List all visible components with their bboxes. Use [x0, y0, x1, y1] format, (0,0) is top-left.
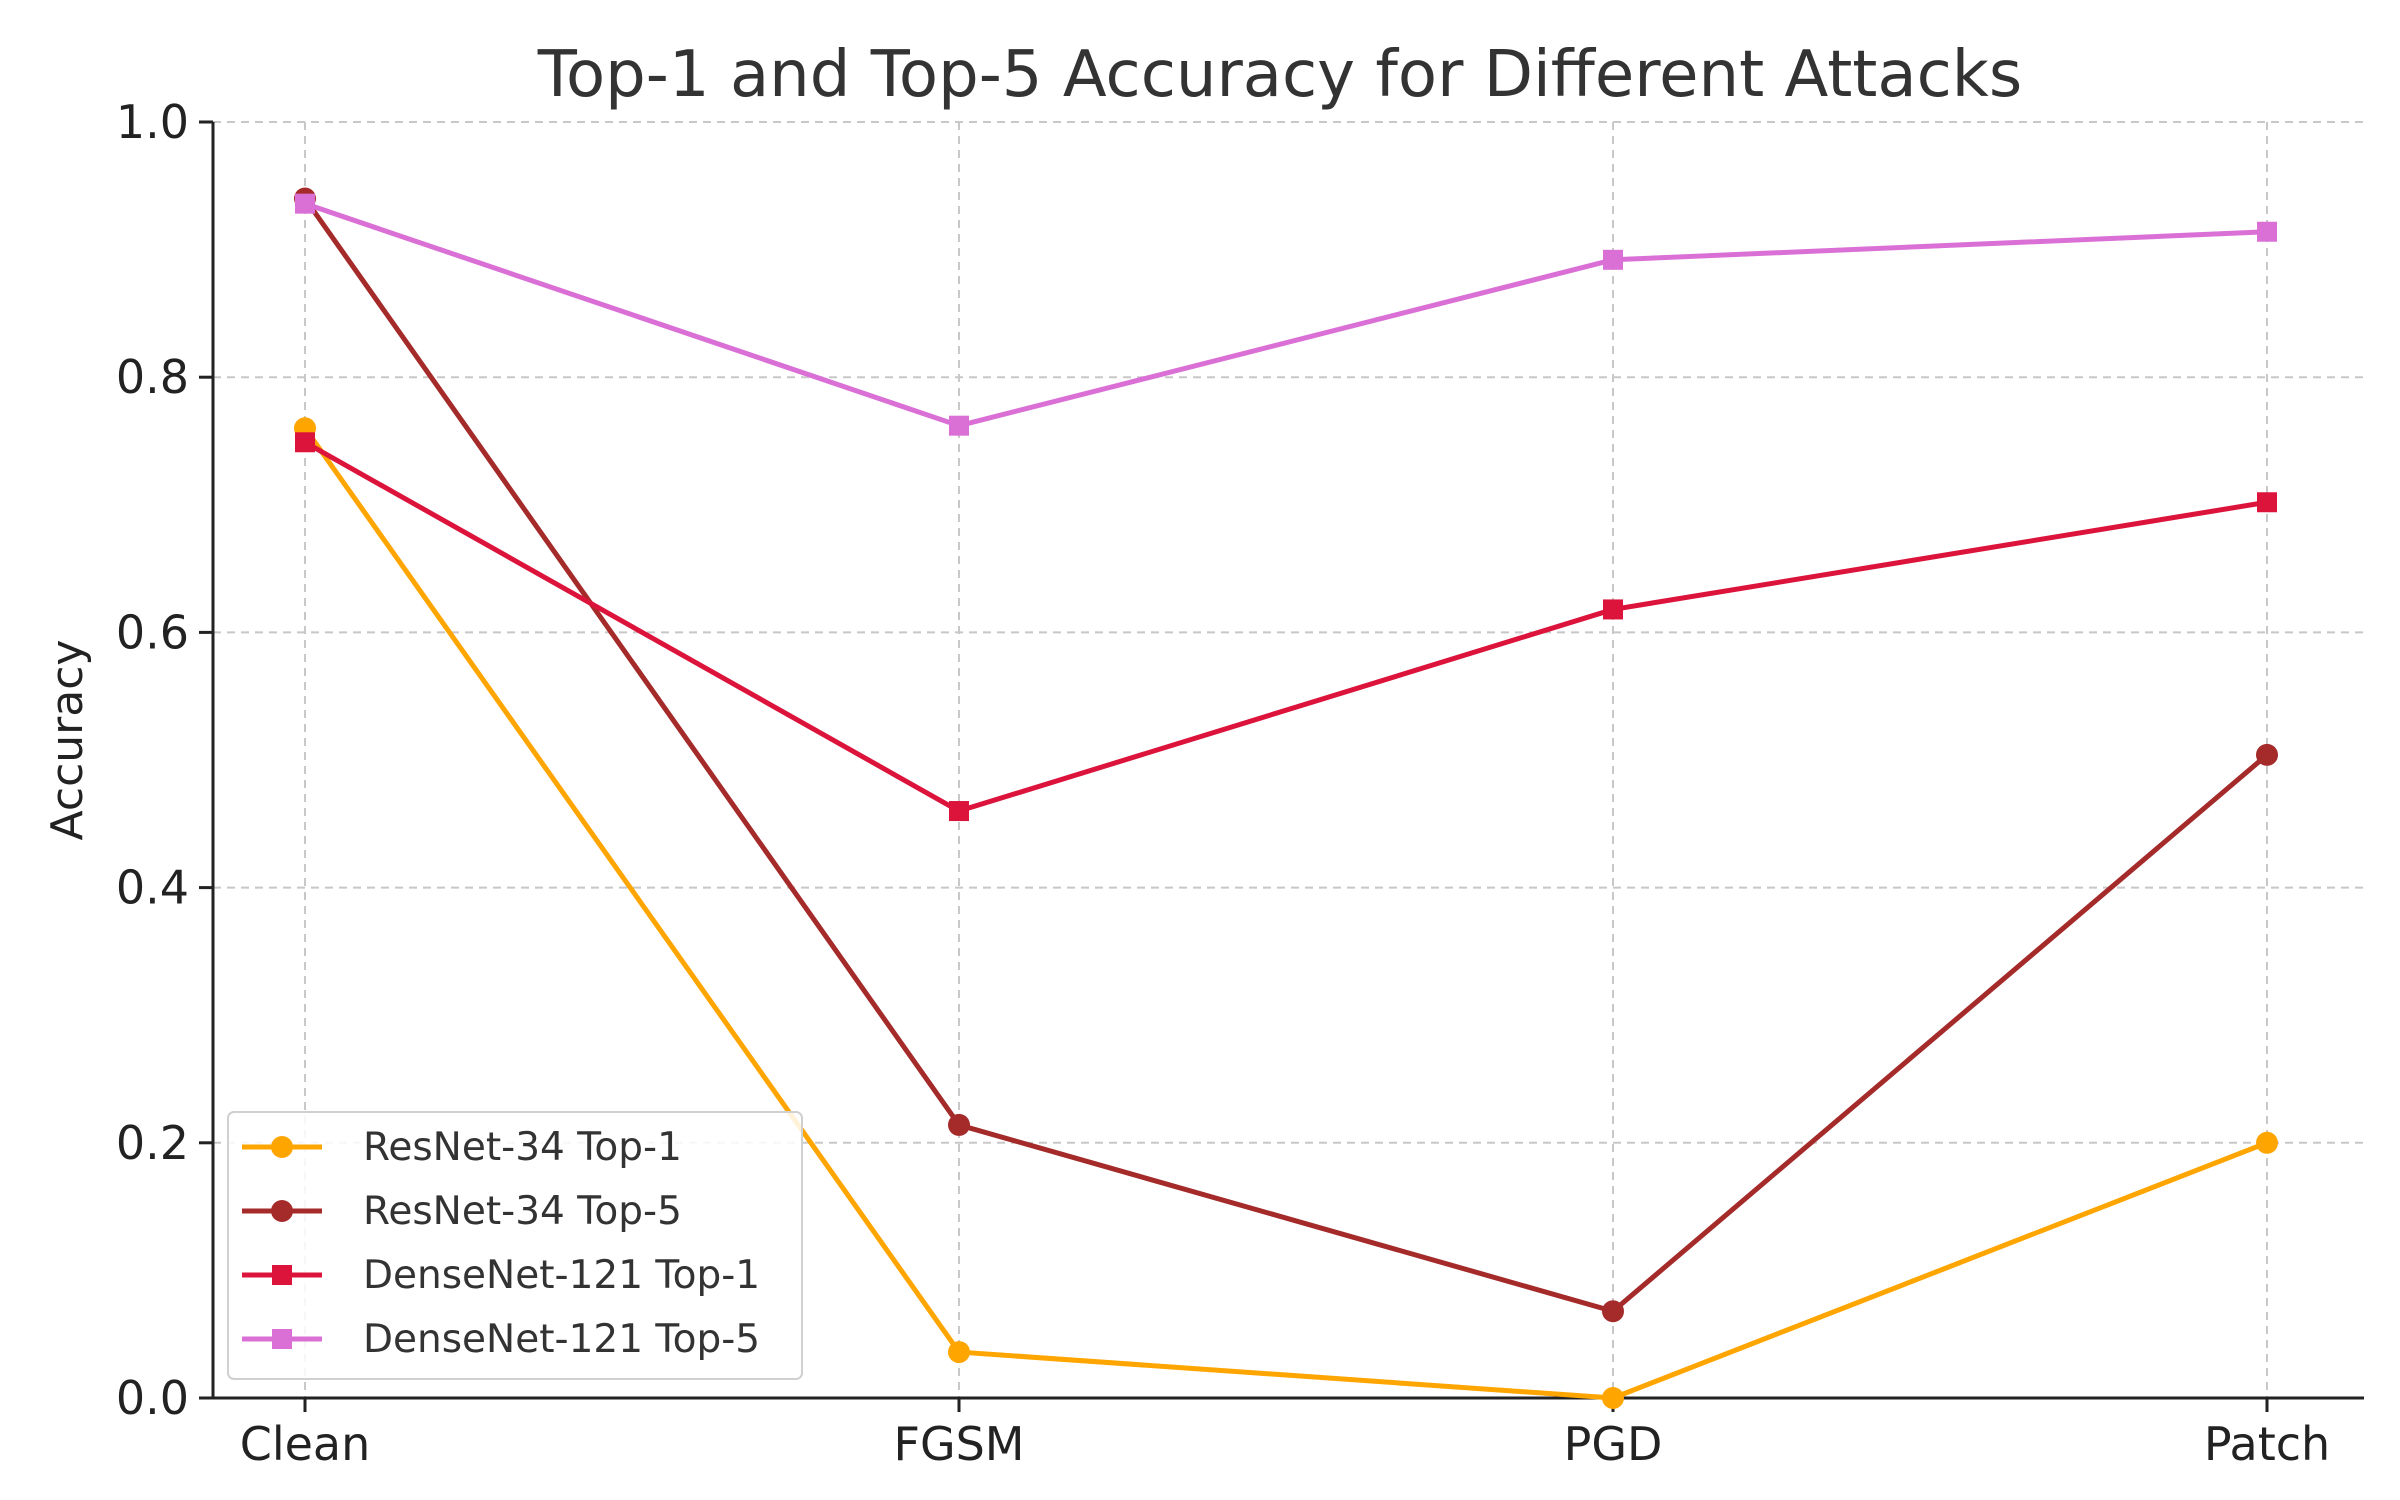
- series-densenet-121-top-5: [295, 193, 2277, 436]
- data-point: [948, 1113, 970, 1136]
- data-point: [949, 415, 969, 436]
- legend-swatch-marker: [271, 1200, 293, 1222]
- data-point: [295, 193, 315, 214]
- x-tick-label: Patch: [2204, 1417, 2330, 1471]
- data-point: [2257, 221, 2277, 242]
- legend-swatch-marker: [272, 1265, 292, 1285]
- data-point: [2256, 743, 2278, 766]
- ticks: 0.0 0.2 0.4 0.6 0.8 1.0 Clean FGSM PGD Patch: [116, 95, 2330, 1471]
- legend-swatch-marker: [272, 1329, 292, 1349]
- legend-label: ResNet-34 Top-1: [363, 1125, 682, 1170]
- x-tick-label: Clean: [240, 1417, 371, 1471]
- series-line: [303, 440, 2268, 814]
- legend-box: [227, 1111, 803, 1380]
- legend-item: ResNet-34 Top-5: [242, 1189, 682, 1234]
- data-point: [1602, 1300, 1624, 1323]
- series-line: [302, 197, 2269, 1314]
- data-point: [295, 432, 315, 453]
- y-tick-label: 0.4: [116, 861, 189, 915]
- series-line: [304, 201, 2268, 429]
- y-tick-label: 0.0: [116, 1371, 189, 1425]
- legend-label: ResNet-34 Top-5: [363, 1189, 682, 1234]
- legend-swatch-marker: [271, 1136, 293, 1158]
- legend-item: DenseNet-121 Top-5: [242, 1317, 760, 1362]
- y-axis-label: Accuracy: [42, 640, 93, 841]
- series-densenet-121-top-1: [295, 432, 2277, 822]
- y-tick-label: 1.0: [116, 95, 189, 149]
- x-tick-label: PGD: [1564, 1417, 1663, 1471]
- legend-label: DenseNet-121 Top-5: [363, 1317, 760, 1362]
- y-tick-label: 0.8: [116, 350, 189, 404]
- data-point: [948, 1341, 970, 1364]
- chart-title: Top-1 and Top-5 Accuracy for Different A…: [537, 38, 2022, 112]
- data-point: [2257, 492, 2277, 513]
- legend-item: ResNet-34 Top-1: [242, 1125, 682, 1170]
- legend-item: DenseNet-121 Top-1: [242, 1253, 760, 1298]
- x-tick-label: FGSM: [894, 1417, 1025, 1471]
- series-group: [294, 187, 2278, 1409]
- series-line: [302, 426, 2268, 1401]
- data-point: [1603, 249, 1623, 270]
- legend-label: DenseNet-121 Top-1: [363, 1253, 760, 1298]
- y-tick-label: 0.6: [116, 605, 189, 659]
- legend: ResNet-34 Top-1 ResNet-34 Top-5 DenseNet-1…: [227, 1111, 803, 1380]
- data-point: [2256, 1131, 2278, 1154]
- y-tick-label: 0.2: [116, 1116, 189, 1170]
- axes: [211, 122, 2364, 1400]
- data-point: [1602, 1387, 1624, 1409]
- series-resnet-34-top-5: [294, 187, 2278, 1323]
- data-point: [1603, 599, 1623, 620]
- data-point: [949, 801, 969, 822]
- series-resnet-34-top-1: [294, 417, 2278, 1409]
